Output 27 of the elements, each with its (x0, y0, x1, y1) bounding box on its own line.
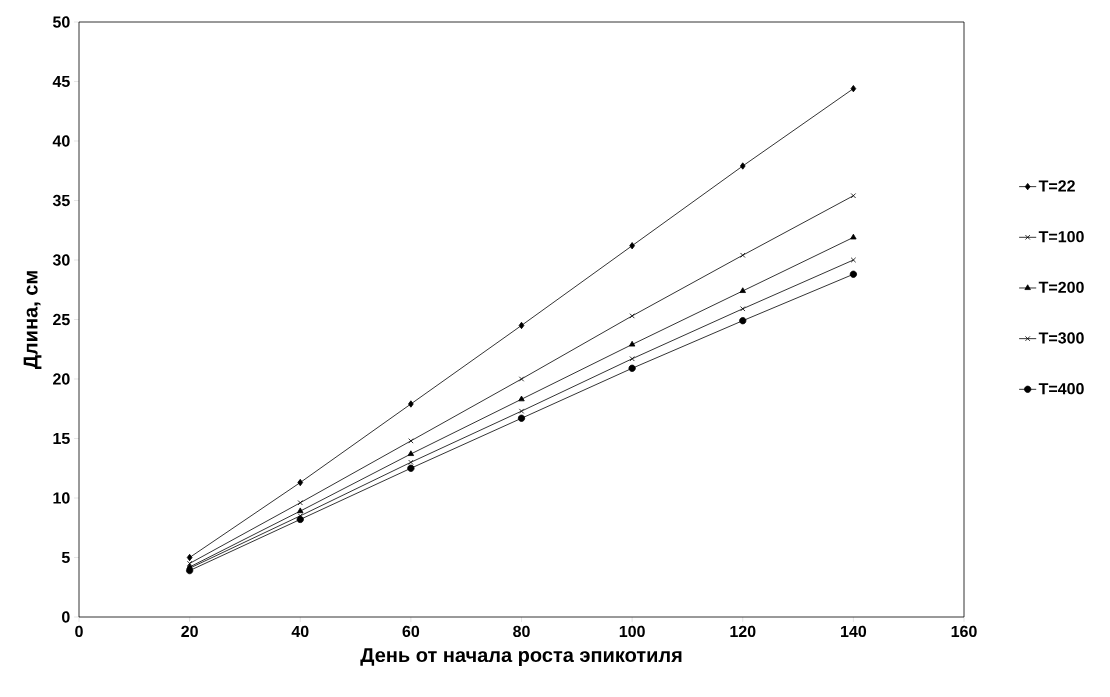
x-tick-label: 80 (513, 625, 530, 638)
y-axis-title: Длина, см (23, 271, 42, 370)
y-tick-label: 15 (53, 432, 70, 445)
y-tick-label: 5 (61, 551, 70, 564)
y-tick-label: 20 (53, 373, 70, 385)
x-tick-label: 60 (402, 625, 420, 638)
y-tick-label: 45 (52, 75, 70, 88)
x-tick-label: 40 (291, 625, 309, 638)
x-axis-title: День от начала роста эпикотиля (360, 648, 682, 667)
y-tick-label: 25 (53, 313, 70, 326)
legend-label: T=300 (1038, 332, 1084, 344)
y-tick-label: 0 (62, 611, 70, 623)
legend-label: T=100 (1038, 230, 1084, 243)
y-tick-label: 35 (52, 194, 70, 207)
x-tick-label: 20 (181, 625, 198, 638)
y-tick-label: 30 (52, 254, 70, 266)
x-tick-label: 140 (841, 625, 867, 638)
y-tick-label: 10 (53, 492, 70, 504)
legend-label: T=22 (1038, 180, 1075, 192)
y-tick-label: 40 (52, 135, 70, 147)
y-tick-label: 50 (52, 16, 70, 28)
x-tick-label: 0 (75, 625, 83, 638)
legend-label: T=400 (1038, 382, 1084, 395)
legend-label: T=200 (1038, 281, 1084, 293)
x-tick-label: 120 (730, 625, 756, 638)
x-tick-label: 100 (619, 625, 645, 638)
x-tick-label: 160 (951, 625, 977, 638)
